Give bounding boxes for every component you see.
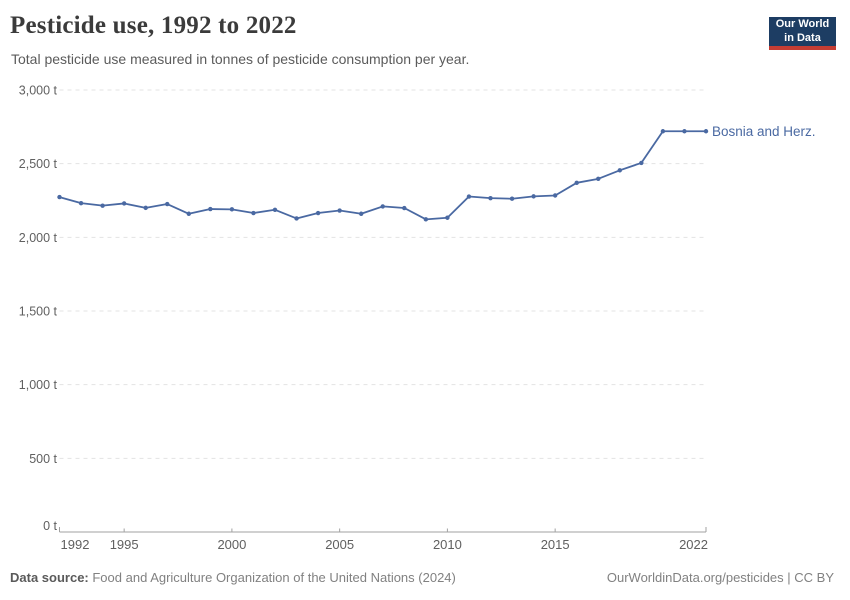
- data-point[interactable]: [682, 129, 687, 134]
- data-point[interactable]: [660, 129, 666, 134]
- data-point[interactable]: [617, 168, 622, 173]
- owid-logo[interactable]: Our World in Data: [769, 17, 836, 50]
- data-point[interactable]: [402, 205, 407, 211]
- data-point[interactable]: [574, 180, 579, 186]
- data-point[interactable]: [57, 194, 62, 200]
- data-point[interactable]: [165, 201, 170, 207]
- y-tick-label: 3,000 t: [19, 84, 58, 98]
- data-point[interactable]: [208, 206, 213, 212]
- owid-logo-line1: Our World: [775, 17, 830, 30]
- x-tick-label: 2005: [325, 537, 354, 552]
- series-label[interactable]: Bosnia and Herz.: [712, 124, 816, 139]
- chart-footer: Data source: Food and Agriculture Organi…: [10, 570, 834, 585]
- data-point[interactable]: [143, 205, 148, 211]
- x-tick-label: 1992: [61, 537, 90, 552]
- data-point[interactable]: [509, 196, 515, 201]
- data-point[interactable]: [78, 200, 84, 206]
- page-title: Pesticide use, 1992 to 2022: [10, 12, 297, 39]
- x-tick-label: 2000: [217, 537, 246, 552]
- data-point[interactable]: [596, 176, 601, 182]
- y-tick-label: 2,500 t: [19, 157, 58, 171]
- y-tick-label: 0 t: [43, 519, 57, 533]
- y-tick-label: 500 t: [29, 452, 57, 466]
- owid-logo-line2: in Data: [784, 31, 821, 44]
- data-point[interactable]: [251, 210, 256, 216]
- data-point[interactable]: [531, 194, 536, 199]
- data-point[interactable]: [488, 195, 493, 201]
- x-tick-label: 2015: [541, 537, 570, 552]
- data-point[interactable]: [315, 210, 321, 216]
- y-tick-label: 2,000 t: [19, 231, 58, 245]
- data-point[interactable]: [359, 211, 364, 216]
- data-point[interactable]: [229, 207, 235, 212]
- y-tick-label: 1,000 t: [19, 378, 58, 392]
- data-point[interactable]: [445, 215, 450, 220]
- data-point[interactable]: [466, 194, 472, 199]
- data-point[interactable]: [121, 201, 127, 206]
- data-point[interactable]: [423, 217, 429, 222]
- x-tick-label: 1995: [110, 537, 139, 552]
- data-point[interactable]: [100, 203, 105, 208]
- data-source-value: Food and Agriculture Organization of the…: [88, 570, 456, 585]
- x-tick-label: 2010: [433, 537, 462, 552]
- y-tick-label: 1,500 t: [19, 305, 58, 319]
- data-point[interactable]: [552, 193, 558, 198]
- data-point[interactable]: [272, 207, 278, 212]
- data-point[interactable]: [337, 208, 342, 213]
- data-source-note: Data source: Food and Agriculture Organi…: [10, 570, 456, 585]
- data-point[interactable]: [703, 129, 709, 134]
- data-point[interactable]: [186, 211, 191, 216]
- license-link[interactable]: OurWorldinData.org/pesticides | CC BY: [606, 570, 834, 585]
- data-point[interactable]: [294, 216, 299, 221]
- data-source-label: Data source:: [10, 570, 89, 585]
- data-point[interactable]: [380, 204, 385, 209]
- x-tick-label: 2022: [679, 537, 708, 552]
- data-point[interactable]: [639, 160, 644, 166]
- chart-subtitle: Total pesticide use measured in tonnes o…: [11, 51, 470, 67]
